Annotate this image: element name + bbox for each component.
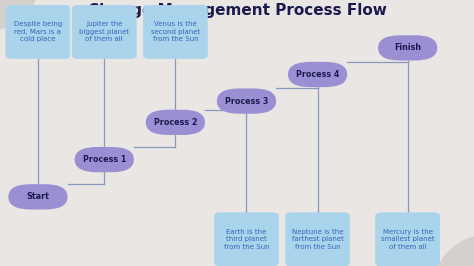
- FancyBboxPatch shape: [143, 5, 207, 59]
- Ellipse shape: [436, 235, 474, 266]
- Text: Process 3: Process 3: [225, 97, 268, 106]
- FancyBboxPatch shape: [72, 5, 136, 59]
- FancyBboxPatch shape: [146, 110, 205, 135]
- FancyBboxPatch shape: [378, 35, 437, 61]
- Text: Process 1: Process 1: [82, 155, 126, 164]
- FancyBboxPatch shape: [375, 213, 439, 266]
- Text: Earth is the
third planet
from the Sun: Earth is the third planet from the Sun: [224, 229, 269, 250]
- Text: Start: Start: [27, 192, 49, 201]
- Text: Despite being
red, Mars is a
cold place: Despite being red, Mars is a cold place: [14, 22, 62, 42]
- Text: Jupiter the
biggest planet
of them all: Jupiter the biggest planet of them all: [79, 22, 129, 42]
- Text: Mercury is the
smallest planet
of them all: Mercury is the smallest planet of them a…: [381, 229, 435, 250]
- Text: Process 4: Process 4: [296, 70, 339, 79]
- Text: Neptune is the
farthest planet
from the Sun: Neptune is the farthest planet from the …: [292, 229, 344, 250]
- Ellipse shape: [0, 0, 38, 31]
- FancyBboxPatch shape: [217, 88, 276, 114]
- FancyBboxPatch shape: [288, 62, 347, 87]
- Text: Finish: Finish: [394, 43, 421, 52]
- Text: Process 2: Process 2: [154, 118, 197, 127]
- Text: Venus is the
second planet
from the Sun: Venus is the second planet from the Sun: [151, 22, 200, 42]
- FancyBboxPatch shape: [75, 147, 134, 172]
- FancyBboxPatch shape: [285, 213, 350, 266]
- FancyBboxPatch shape: [8, 184, 67, 210]
- Text: Change Management Process Flow: Change Management Process Flow: [88, 3, 386, 18]
- FancyBboxPatch shape: [6, 5, 70, 59]
- FancyBboxPatch shape: [214, 213, 279, 266]
